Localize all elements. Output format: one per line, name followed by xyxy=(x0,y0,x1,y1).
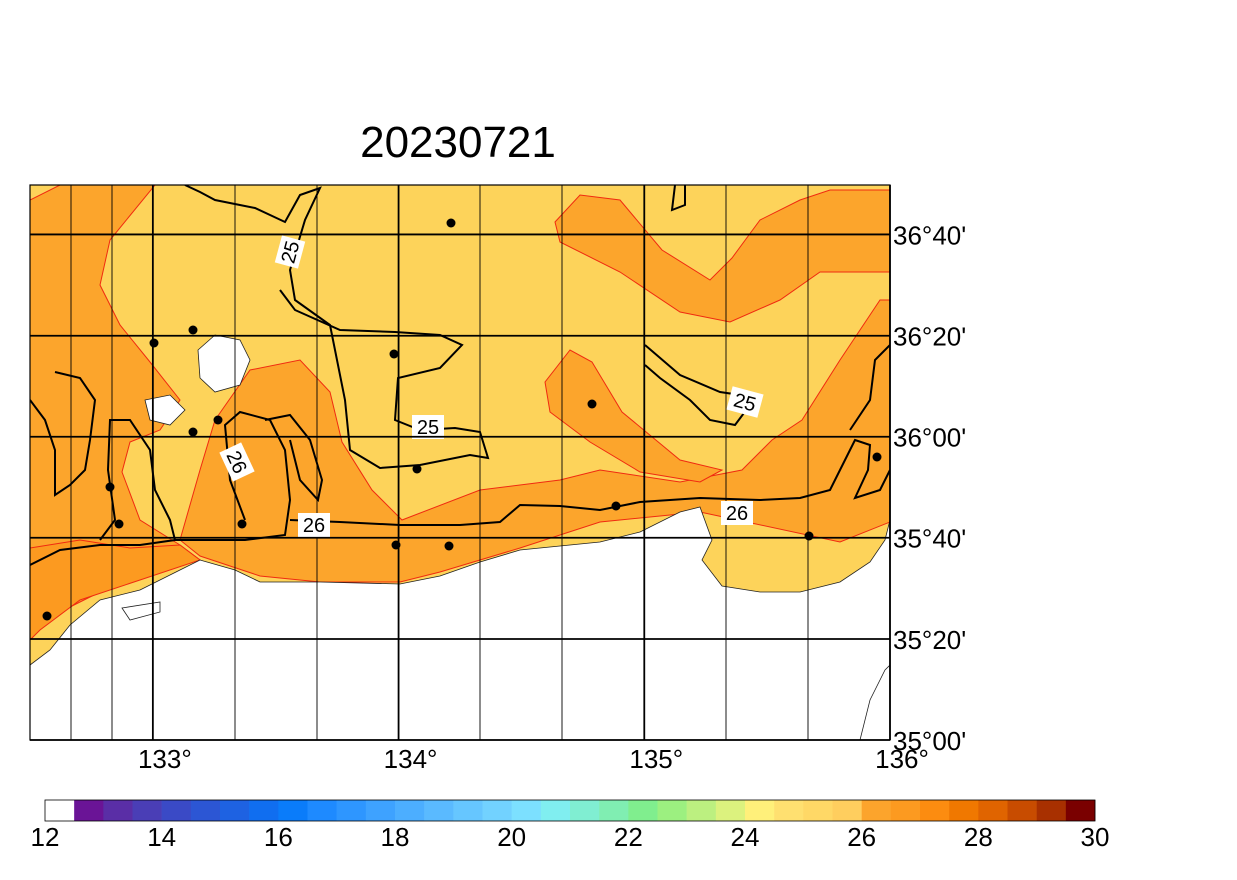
colorbar-tick-label: 24 xyxy=(731,822,760,852)
colorbar-box xyxy=(220,800,250,821)
colorbar-tick-label: 14 xyxy=(147,822,176,852)
minor-grid xyxy=(70,185,809,740)
stations xyxy=(42,218,882,621)
x-tick-label: 135° xyxy=(629,744,683,774)
colorbar-tick-label: 28 xyxy=(964,822,993,852)
colorbar-frame xyxy=(44,799,1096,822)
island xyxy=(121,601,161,621)
colorbar-box xyxy=(715,800,746,821)
colorbar-box xyxy=(628,800,658,821)
colorbar-box xyxy=(832,800,862,821)
colorbar-box xyxy=(1007,800,1037,821)
colorbar-box xyxy=(132,800,162,821)
label-box xyxy=(219,442,255,482)
y-tick-label: 36°40' xyxy=(893,220,966,250)
x-tick-label: 136° xyxy=(875,744,929,774)
colorbar-box xyxy=(1065,800,1096,821)
colorbar-box xyxy=(599,800,629,821)
colorbar-tick-label: 16 xyxy=(264,822,293,852)
colorbar-box xyxy=(249,800,279,821)
colorbar-tick-label: 18 xyxy=(381,822,410,852)
colorbar-box xyxy=(890,800,921,821)
contour-label: 26 xyxy=(303,515,325,537)
island xyxy=(144,394,186,426)
coastline xyxy=(859,664,890,740)
colorbar-tick-label: 20 xyxy=(497,822,526,852)
colorbar-box xyxy=(278,800,308,821)
colorbar-box xyxy=(774,800,804,821)
colorbar-box xyxy=(745,800,775,821)
y-tick-label: 35°40' xyxy=(893,524,966,554)
contour-label: 26 xyxy=(726,503,748,525)
colorbar-box xyxy=(570,800,600,821)
colorbar-box xyxy=(686,800,717,821)
contours xyxy=(30,185,890,566)
colorbar-tick-label: 22 xyxy=(614,822,643,852)
colorbar-box xyxy=(657,800,687,821)
label-box xyxy=(274,235,306,269)
colorbar-box xyxy=(949,800,979,821)
colorbar-box xyxy=(307,800,337,821)
colorbar-box xyxy=(861,800,892,821)
contour-labels: 25 25 25 26 26 26 xyxy=(219,235,764,537)
colorbar-box xyxy=(74,800,104,821)
label-box xyxy=(721,501,753,525)
x-tick-label: 133° xyxy=(138,744,192,774)
colorbar-box xyxy=(803,800,833,821)
colorbar-box xyxy=(103,800,133,821)
sea-orange xyxy=(544,349,724,483)
colorbar-tick-label: 26 xyxy=(847,822,876,852)
y-tick-label: 35°20' xyxy=(893,625,966,655)
x-tick-label: 134° xyxy=(384,744,438,774)
colorbar-box xyxy=(978,800,1008,821)
colorbar-box xyxy=(395,800,425,821)
map-fill xyxy=(30,185,890,740)
colorbar-box xyxy=(336,800,367,821)
colorbar-box xyxy=(161,800,192,821)
y-tick-label: 36°00' xyxy=(893,423,966,453)
title: 20230721 xyxy=(360,118,556,167)
colorbar-tick-label: 30 xyxy=(1081,822,1110,852)
colorbar-box xyxy=(190,800,221,821)
sea-orange xyxy=(554,189,890,323)
label-box xyxy=(726,386,764,418)
contour-label: 25 xyxy=(417,417,439,439)
colorbar-box xyxy=(920,800,950,821)
y-tick-label: 35°00' xyxy=(893,726,966,756)
colorbar-tick-label: 12 xyxy=(31,822,60,852)
colorbar-box xyxy=(1036,800,1067,821)
label-box xyxy=(412,415,444,439)
y-tick-label: 36°20' xyxy=(893,322,966,352)
colorbar-box xyxy=(482,800,512,821)
colorbar-box xyxy=(540,800,571,821)
colorbar-box xyxy=(511,800,542,821)
colorbar-box xyxy=(365,800,396,821)
colorbar-box xyxy=(45,800,75,821)
colorbar-box xyxy=(424,800,454,821)
sea-orange xyxy=(179,299,890,583)
colorbar-box xyxy=(453,800,483,821)
label-box xyxy=(298,513,330,537)
